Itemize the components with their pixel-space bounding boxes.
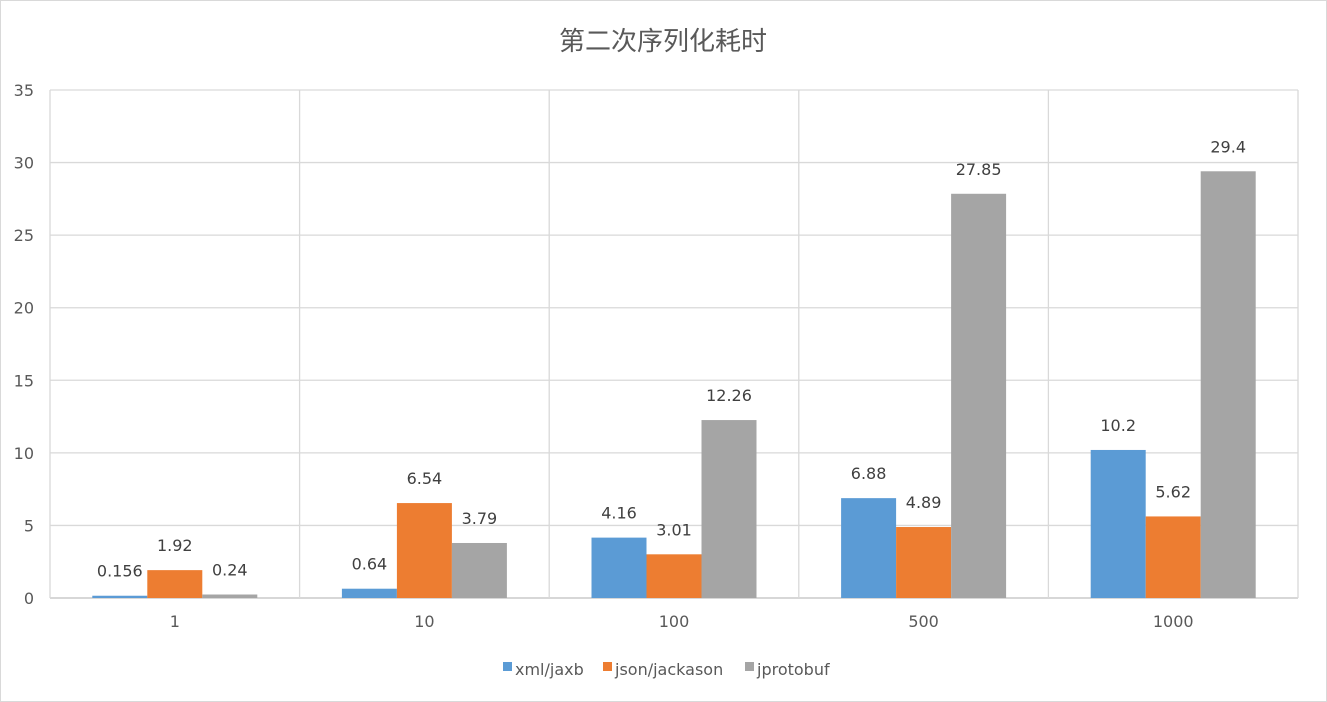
data-label-xml-jaxb: 6.88	[851, 464, 887, 483]
chart-title: 第二次序列化耗时	[559, 27, 767, 57]
data-label-xml-jaxb: 0.156	[97, 562, 143, 581]
x-tick-label: 1000	[1153, 612, 1194, 631]
x-tick-label: 1	[170, 612, 180, 631]
data-label-jprotobuf: 3.79	[462, 509, 498, 528]
data-label-json-jackason: 1.92	[157, 536, 193, 555]
data-label-jprotobuf: 12.26	[706, 386, 752, 405]
x-axis-tick-labels: 1 10 100 500 1000	[170, 612, 1194, 631]
data-label-json-jackason: 4.89	[906, 493, 942, 512]
bar-xml-jaxb	[92, 595, 148, 598]
bar-xml-jaxb	[591, 537, 647, 598]
bar-json-jackason	[396, 503, 452, 598]
data-label-xml-jaxb: 4.16	[601, 504, 637, 523]
y-axis-tick-labels: 0 5 10 15 20 25 30 35	[14, 81, 34, 608]
bar-xml-jaxb	[841, 498, 897, 598]
legend: xml/jaxb json/jackason jprotobuf	[503, 660, 830, 679]
bar-json-jackason	[896, 527, 952, 598]
y-tick-label: 15	[14, 371, 34, 390]
bar-jprotobuf	[451, 542, 507, 598]
data-label-xml-jaxb: 0.64	[352, 555, 388, 574]
bar-json-jackason	[147, 570, 203, 598]
data-labels: 0.156 1.92 0.24 0.64 6.54 3.79 4.16 3.01 12.26 6.…	[97, 137, 1246, 580]
y-tick-label: 30	[14, 154, 34, 173]
x-tick-label: 500	[908, 612, 939, 631]
bars	[92, 171, 1256, 598]
bar-jprotobuf	[202, 594, 258, 598]
data-label-jprotobuf: 27.85	[956, 160, 1002, 179]
legend-label-json-jackason: json/jackason	[614, 660, 723, 679]
data-label-xml-jaxb: 10.2	[1100, 416, 1136, 435]
data-label-json-jackason: 5.62	[1155, 482, 1191, 501]
legend-swatch-jprotobuf	[745, 662, 754, 671]
y-tick-label: 35	[14, 81, 34, 100]
x-tick-label: 100	[659, 612, 690, 631]
bar-xml-jaxb	[1090, 449, 1146, 598]
y-tick-label: 5	[24, 516, 34, 535]
legend-label-xml-jaxb: xml/jaxb	[515, 660, 584, 679]
data-label-jprotobuf: 0.24	[212, 561, 248, 580]
legend-swatch-json-jackason	[603, 662, 612, 671]
y-tick-label: 0	[24, 589, 34, 608]
grid-lines	[49, 89, 1299, 599]
data-label-json-jackason: 3.01	[656, 520, 692, 539]
bar-json-jackason	[646, 554, 702, 598]
legend-label-jprotobuf: jprotobuf	[756, 660, 830, 679]
y-tick-label: 25	[14, 226, 34, 245]
y-tick-label: 20	[14, 299, 34, 318]
bar-json-jackason	[1145, 516, 1201, 598]
y-tick-label: 10	[14, 444, 34, 463]
bar-jprotobuf	[951, 193, 1007, 598]
x-tick-label: 10	[414, 612, 434, 631]
data-label-json-jackason: 6.54	[407, 469, 443, 488]
legend-swatch-xml-jaxb	[503, 662, 512, 671]
bar-xml-jaxb	[341, 588, 397, 598]
data-label-jprotobuf: 29.4	[1210, 137, 1246, 156]
bar-jprotobuf	[701, 420, 757, 598]
bar-jprotobuf	[1200, 171, 1256, 598]
